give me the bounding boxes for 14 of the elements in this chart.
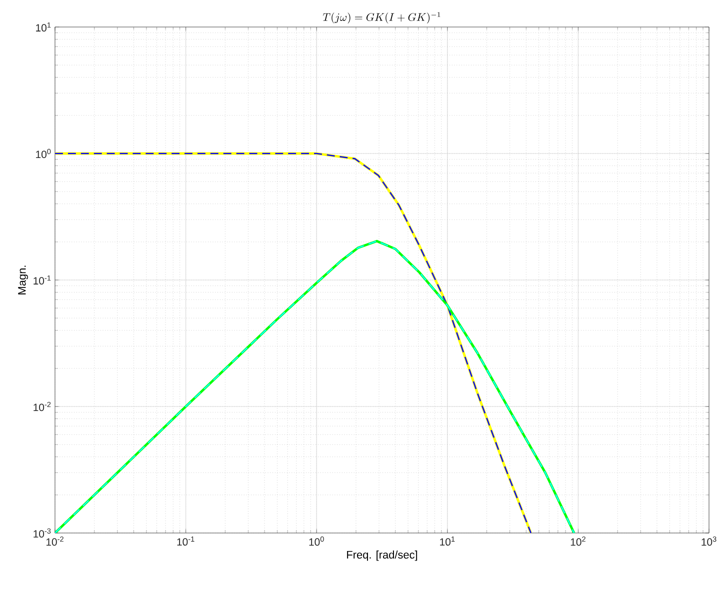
y-tick-label: 10$^{-1}$ [34, 275, 51, 285]
y-tick-label: 10$^{1}$ [36, 22, 51, 32]
y-axis-title: Magn. [18, 266, 28, 294]
y-tick-label: 10$^{-2}$ [34, 402, 51, 412]
x-axis-title: Freq. [rad/sec] [347, 550, 418, 561]
x-tick-label: 10$^{2}$ [570, 536, 586, 546]
x-tick-label: 10$^{-2}$ [46, 536, 64, 546]
x-tick-label: 10$^{0}$ [309, 536, 324, 546]
y-tick-label: 10$^{0}$ [36, 148, 51, 158]
x-tick-label: 10$^{1}$ [440, 536, 455, 546]
y-tick-label: 10$^{-3}$ [34, 528, 51, 538]
x-tick-label: 10$^{3}$ [702, 536, 716, 546]
chart-title: $T(j\omega) = GK(I+GK)^{-1}$ [322, 12, 440, 24]
x-tick-label: 10$^{-1}$ [177, 536, 194, 546]
